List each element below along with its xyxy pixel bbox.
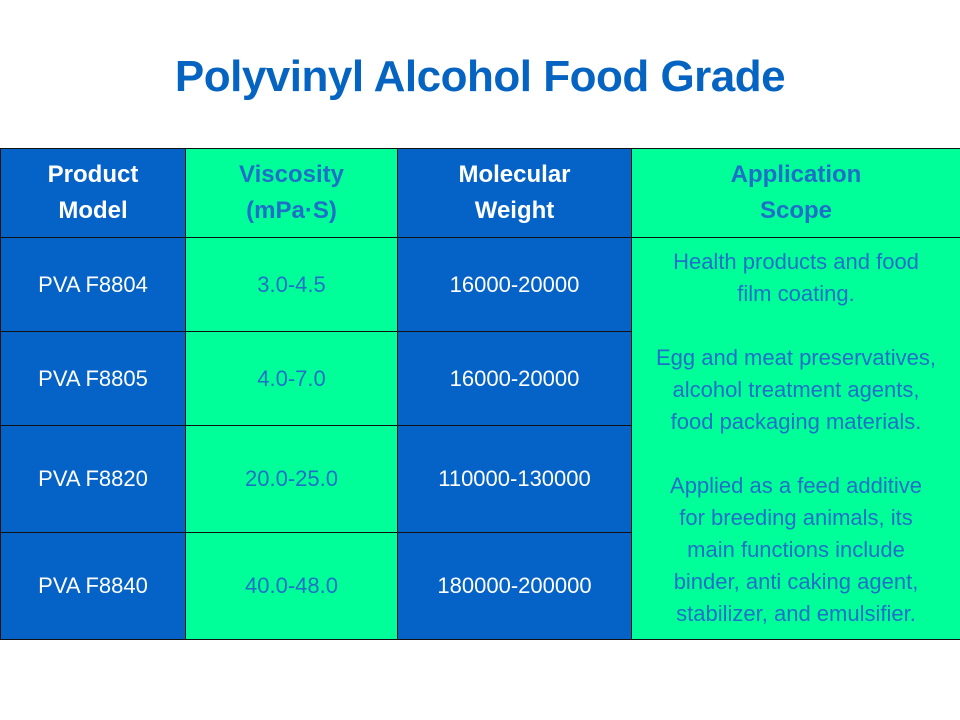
header-product-model: Product Model bbox=[0, 148, 186, 238]
cell-model: PVA F8804 bbox=[0, 237, 186, 332]
header-text: Viscosity bbox=[239, 161, 344, 188]
cell-weight: 16000-20000 bbox=[397, 331, 632, 426]
cell-weight: 16000-20000 bbox=[397, 237, 632, 332]
cell-model: PVA F8840 bbox=[0, 532, 186, 640]
cell-viscosity: 4.0-7.0 bbox=[185, 331, 398, 426]
scope-line: stabilizer, and emulsifier. bbox=[676, 601, 916, 626]
header-text: Model bbox=[58, 197, 128, 224]
cell-application-scope: Health products and food film coating. E… bbox=[631, 237, 960, 640]
scope-line: film coating. bbox=[737, 281, 855, 306]
header-text: (mPa·S) bbox=[246, 197, 337, 224]
scope-line: Applied as a feed additive bbox=[670, 473, 922, 498]
cell-model: PVA F8805 bbox=[0, 331, 186, 426]
scope-line: main functions include bbox=[687, 537, 905, 562]
cell-weight: 110000-130000 bbox=[397, 425, 632, 533]
scope-line: Health products and food bbox=[673, 249, 919, 274]
cell-viscosity: 20.0-25.0 bbox=[185, 425, 398, 533]
scope-line: for breeding animals, its bbox=[679, 505, 913, 530]
scope-line: binder, anti caking agent, bbox=[673, 569, 919, 594]
scope-line: alcohol treatment agents, bbox=[672, 377, 920, 402]
header-text: Scope bbox=[759, 197, 832, 224]
header-molecular-weight: Molecular Weight bbox=[397, 148, 632, 238]
header-viscosity: Viscosity (mPa·S) bbox=[185, 148, 398, 238]
header-text: Application bbox=[730, 161, 862, 188]
header-application-scope: Application Scope bbox=[631, 148, 960, 238]
page-title: Polyvinyl Alcohol Food Grade bbox=[174, 52, 786, 101]
header-text: Product bbox=[47, 161, 139, 188]
cell-viscosity: 3.0-4.5 bbox=[185, 237, 398, 332]
header-text: Molecular bbox=[458, 161, 571, 188]
cell-weight: 180000-200000 bbox=[397, 532, 632, 640]
cell-model: PVA F8820 bbox=[0, 425, 186, 533]
cell-viscosity: 40.0-48.0 bbox=[185, 532, 398, 640]
header-text: Weight bbox=[474, 197, 555, 224]
scope-line: food packaging materials. bbox=[670, 409, 922, 434]
scope-line: Egg and meat preservatives, bbox=[655, 345, 937, 370]
